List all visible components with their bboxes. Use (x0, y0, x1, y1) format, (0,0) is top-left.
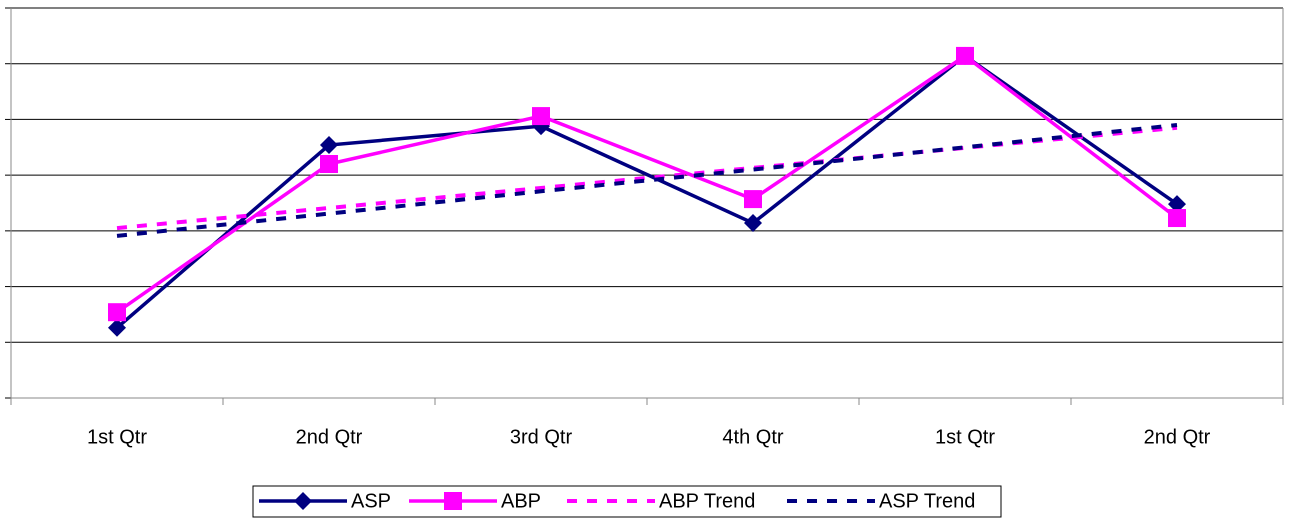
marker (108, 318, 126, 337)
x-tick-label: 1st Qtr (935, 426, 995, 448)
x-tick-label: 4th Qtr (722, 426, 783, 448)
legend-label: ASP (351, 490, 391, 512)
marker (744, 214, 762, 233)
legend-marker (444, 492, 462, 510)
marker (956, 46, 974, 65)
legend-label: ABP (501, 490, 541, 512)
legend-marker (294, 492, 312, 510)
series-line (116, 123, 1178, 238)
marker (744, 190, 762, 209)
marker (1168, 209, 1186, 228)
marker (532, 107, 550, 126)
x-tick-label: 3rd Qtr (510, 426, 573, 448)
x-tick-label: 2nd Qtr (1144, 426, 1211, 448)
legend-label: ABP Trend (659, 490, 755, 512)
legend-label: ASP Trend (879, 490, 975, 512)
marker (108, 303, 126, 322)
marker (320, 136, 338, 155)
marker (320, 155, 338, 173)
x-tick-label: 1st Qtr (87, 426, 147, 448)
x-tick-label: 2nd Qtr (296, 426, 363, 448)
series-line (115, 53, 1179, 330)
marker (1168, 195, 1186, 214)
series-line (115, 53, 1179, 314)
legend: ASP ABP ABP Trend ASP Trend (252, 485, 1002, 518)
